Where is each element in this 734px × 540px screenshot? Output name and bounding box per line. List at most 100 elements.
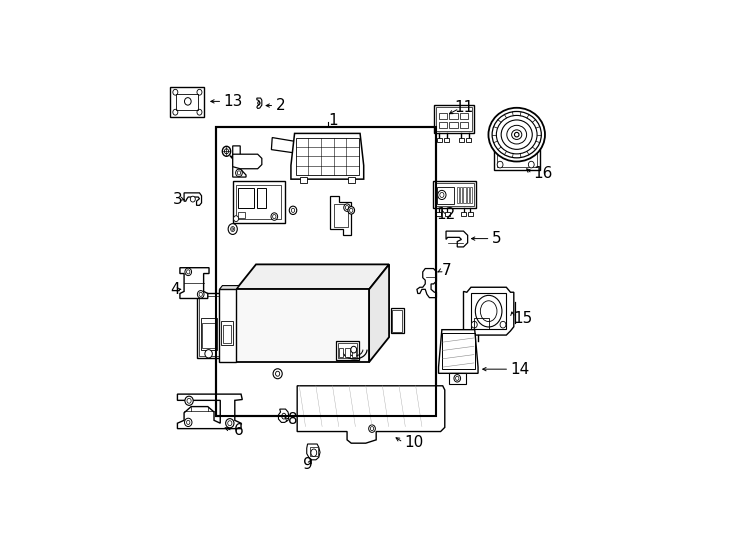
Ellipse shape xyxy=(454,375,460,382)
Bar xyxy=(336,341,359,360)
Bar xyxy=(334,204,348,227)
Text: 1: 1 xyxy=(328,113,338,129)
Polygon shape xyxy=(184,193,202,205)
Ellipse shape xyxy=(488,108,545,161)
Bar xyxy=(437,107,472,131)
Polygon shape xyxy=(236,265,389,289)
Ellipse shape xyxy=(205,349,212,358)
Ellipse shape xyxy=(236,169,242,177)
Bar xyxy=(222,325,231,343)
Ellipse shape xyxy=(471,321,477,328)
Bar xyxy=(176,94,197,110)
Text: 16: 16 xyxy=(534,166,553,181)
Ellipse shape xyxy=(515,132,519,137)
Bar xyxy=(339,348,344,357)
Bar xyxy=(346,348,349,357)
Polygon shape xyxy=(257,98,262,109)
Bar xyxy=(437,212,441,216)
Polygon shape xyxy=(463,287,514,335)
Polygon shape xyxy=(291,133,364,179)
Text: 12: 12 xyxy=(437,207,456,222)
Text: 5: 5 xyxy=(492,231,501,246)
Ellipse shape xyxy=(500,321,506,328)
Ellipse shape xyxy=(190,196,195,202)
Ellipse shape xyxy=(311,449,316,456)
Ellipse shape xyxy=(528,161,534,168)
Bar xyxy=(236,289,369,362)
Bar xyxy=(444,138,449,141)
Bar xyxy=(300,177,307,183)
Text: 7: 7 xyxy=(442,263,451,278)
Ellipse shape xyxy=(184,418,192,427)
Polygon shape xyxy=(278,409,289,422)
Bar xyxy=(435,105,474,133)
Text: 4: 4 xyxy=(170,282,180,297)
Bar xyxy=(391,308,404,333)
Bar xyxy=(352,348,356,357)
Bar xyxy=(462,212,466,216)
Bar xyxy=(238,188,253,208)
Ellipse shape xyxy=(197,291,204,298)
Bar xyxy=(238,212,245,218)
Ellipse shape xyxy=(351,346,357,353)
Bar xyxy=(468,212,473,216)
Ellipse shape xyxy=(271,213,277,220)
Bar xyxy=(460,187,462,203)
Text: 6: 6 xyxy=(234,423,244,438)
Bar xyxy=(460,122,468,129)
Bar xyxy=(494,134,539,170)
Bar xyxy=(449,373,465,384)
Bar xyxy=(170,87,205,117)
Text: 8: 8 xyxy=(288,411,298,427)
Bar xyxy=(467,187,469,203)
Bar xyxy=(437,187,454,204)
Bar xyxy=(497,137,537,167)
Bar xyxy=(438,122,447,129)
Bar xyxy=(470,187,472,203)
Polygon shape xyxy=(307,444,320,460)
Bar xyxy=(393,310,402,332)
Polygon shape xyxy=(233,154,262,168)
Polygon shape xyxy=(297,386,445,443)
Polygon shape xyxy=(330,196,352,235)
Polygon shape xyxy=(438,329,478,373)
Bar xyxy=(463,187,465,203)
Polygon shape xyxy=(178,394,242,429)
Text: 14: 14 xyxy=(510,362,529,377)
Bar xyxy=(310,447,318,456)
Bar xyxy=(233,181,285,223)
Polygon shape xyxy=(272,138,308,154)
Bar xyxy=(437,138,442,141)
Ellipse shape xyxy=(344,204,350,211)
Polygon shape xyxy=(369,265,389,362)
Text: 2: 2 xyxy=(275,98,286,113)
Bar xyxy=(236,185,281,219)
Bar xyxy=(449,113,458,119)
Ellipse shape xyxy=(233,216,239,221)
Bar xyxy=(216,127,437,416)
Bar xyxy=(445,212,450,216)
Bar xyxy=(222,321,233,346)
Text: 9: 9 xyxy=(302,457,313,472)
Bar xyxy=(438,113,447,119)
Text: 11: 11 xyxy=(454,100,473,114)
Ellipse shape xyxy=(185,396,193,406)
Bar xyxy=(257,188,266,208)
Bar xyxy=(216,127,437,416)
Text: 10: 10 xyxy=(404,435,424,450)
Bar xyxy=(459,138,464,141)
Ellipse shape xyxy=(225,418,234,428)
Ellipse shape xyxy=(222,146,230,156)
Bar xyxy=(466,138,471,141)
Polygon shape xyxy=(417,268,437,298)
Polygon shape xyxy=(180,268,209,299)
Bar xyxy=(200,319,217,349)
Bar xyxy=(435,183,474,206)
Ellipse shape xyxy=(437,191,446,199)
Bar xyxy=(197,294,221,358)
Ellipse shape xyxy=(348,207,355,214)
Bar xyxy=(348,177,355,183)
Bar xyxy=(433,181,476,208)
Bar xyxy=(471,294,506,329)
Polygon shape xyxy=(219,286,239,289)
